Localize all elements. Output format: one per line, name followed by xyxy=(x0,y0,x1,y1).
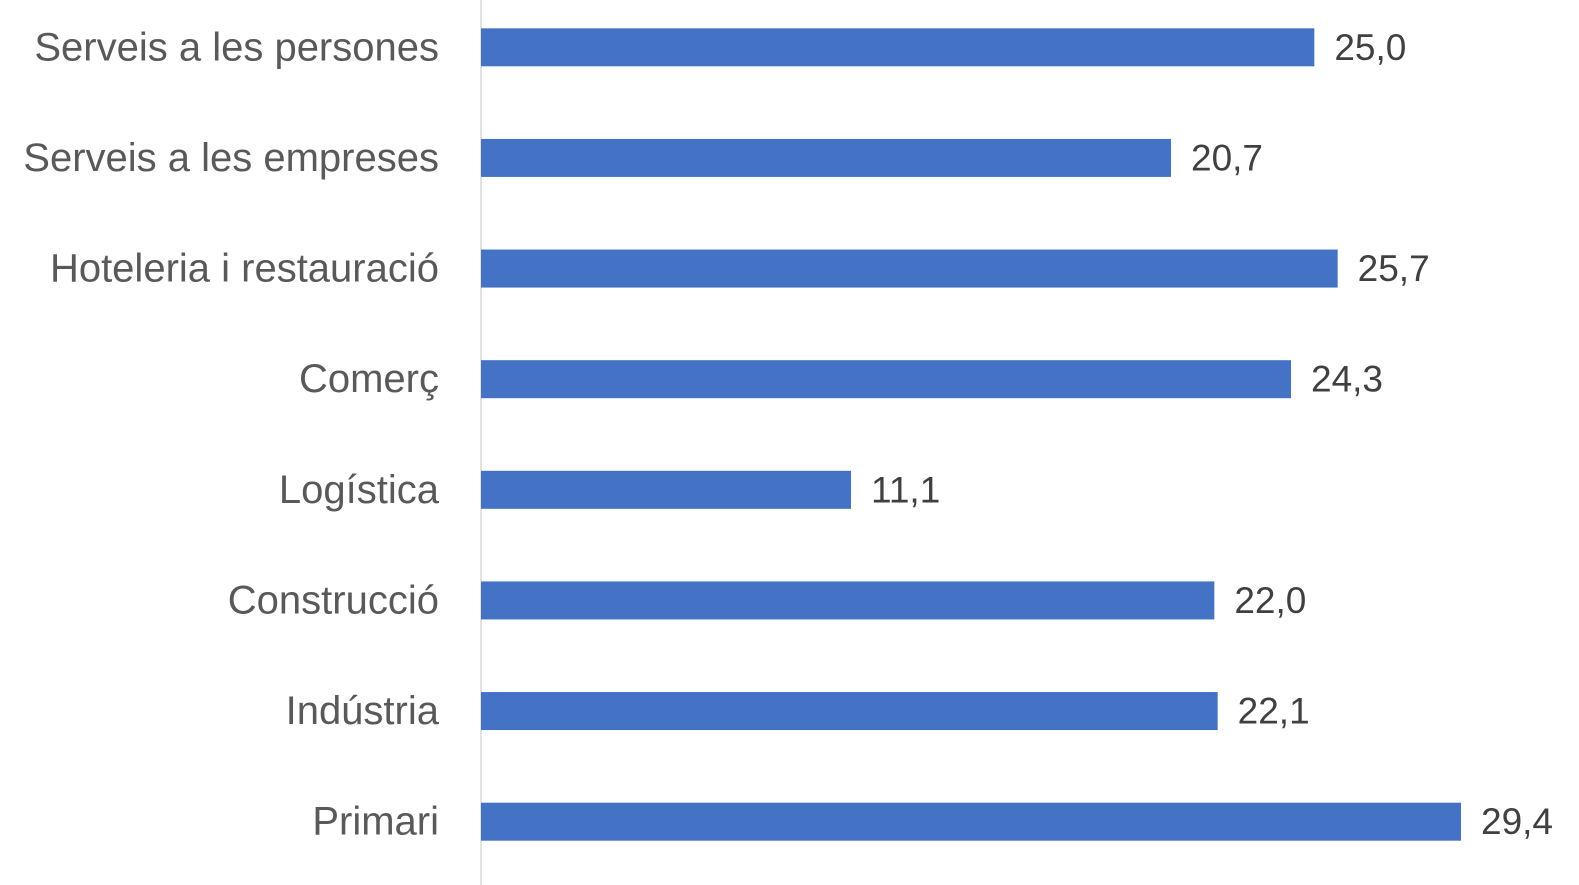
bar-6 xyxy=(481,692,1218,731)
category-labels-group: Serveis a les persones Serveis a les empr… xyxy=(23,25,439,843)
bar-5 xyxy=(481,581,1215,620)
category-label: Hoteleria i restauració xyxy=(50,247,439,291)
data-label: 25,0 xyxy=(1334,27,1406,68)
bar-7 xyxy=(481,802,1461,841)
data-label: 22,0 xyxy=(1234,580,1306,621)
data-label: 24,3 xyxy=(1311,359,1383,400)
bar-3 xyxy=(481,360,1291,399)
category-label: Logística xyxy=(279,468,440,512)
data-label: 11,1 xyxy=(871,469,940,510)
category-label: Indústria xyxy=(286,689,440,733)
category-label: Serveis a les empreses xyxy=(23,136,439,180)
data-label: 22,1 xyxy=(1238,691,1310,732)
category-label: Construcció xyxy=(228,578,439,622)
category-label: Primari xyxy=(312,800,439,844)
category-label: Serveis a les persones xyxy=(34,25,439,69)
data-label: 25,7 xyxy=(1358,248,1430,289)
bar-1 xyxy=(481,138,1171,177)
bar-0 xyxy=(481,28,1315,67)
bar-2 xyxy=(481,249,1338,288)
bars-group xyxy=(481,28,1461,841)
category-label: Comerç xyxy=(299,357,439,401)
data-label: 20,7 xyxy=(1191,137,1263,178)
value-labels-group: 25,0 20,7 25,7 24,3 11,1 22,0 22,1 29,4 xyxy=(871,27,1553,842)
data-label: 29,4 xyxy=(1481,801,1553,842)
bar-4 xyxy=(481,470,851,509)
